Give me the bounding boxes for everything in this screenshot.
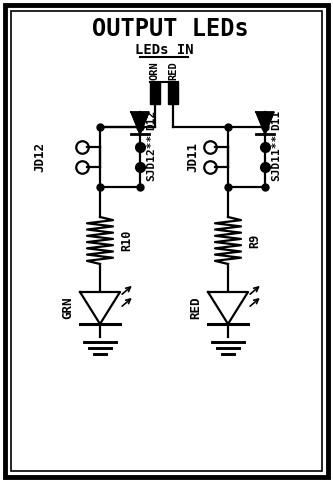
Text: D12: D12 (146, 109, 156, 130)
Polygon shape (80, 292, 120, 324)
Text: R9: R9 (248, 233, 261, 248)
Text: R10: R10 (120, 230, 133, 251)
Text: ORN: ORN (150, 61, 160, 80)
Polygon shape (131, 112, 149, 134)
Bar (168, 82, 178, 104)
Text: GRN: GRN (61, 297, 74, 319)
Polygon shape (256, 112, 274, 134)
Text: OUTPUT LEDs: OUTPUT LEDs (92, 17, 248, 41)
Text: LEDs IN: LEDs IN (135, 43, 193, 57)
Text: RED: RED (189, 297, 202, 319)
Text: RED: RED (168, 61, 178, 80)
Polygon shape (208, 292, 248, 324)
Text: SJD12**: SJD12** (146, 134, 156, 181)
Text: JD12: JD12 (34, 142, 47, 172)
Text: JD11: JD11 (186, 142, 199, 172)
Bar (150, 82, 160, 104)
Text: D11: D11 (271, 109, 281, 130)
Text: SJD11**: SJD11** (271, 134, 281, 181)
